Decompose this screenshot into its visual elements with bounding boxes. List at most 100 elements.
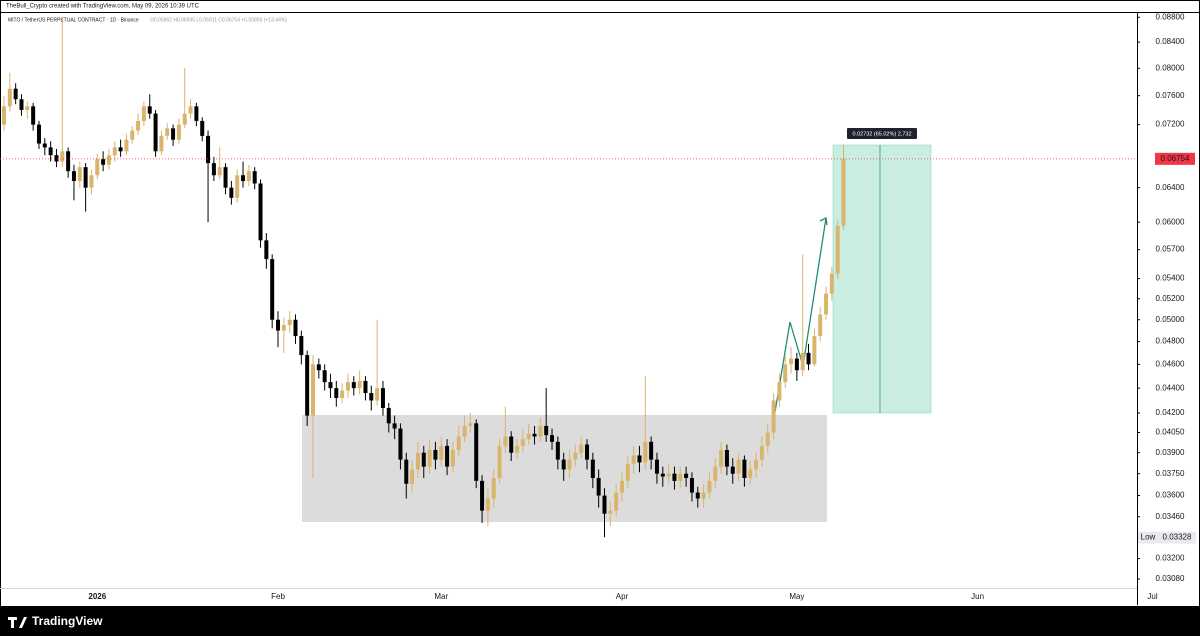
candle-body xyxy=(392,423,397,429)
candle-body xyxy=(19,99,24,110)
brand-logo xyxy=(8,617,27,628)
candle-body xyxy=(89,175,94,188)
low-value-label: 0.03328 xyxy=(1163,533,1192,542)
candle-body xyxy=(421,452,426,467)
y-tick-label: 0.03200 xyxy=(1156,554,1185,563)
brand: TradingView xyxy=(32,614,103,628)
candle-body xyxy=(345,382,350,391)
candle-body xyxy=(171,128,176,140)
candle-body xyxy=(526,433,531,440)
candle-body xyxy=(585,444,589,460)
candle-body xyxy=(707,480,712,493)
candle-body xyxy=(445,445,450,467)
candle-body xyxy=(165,128,170,136)
candle-body xyxy=(351,382,356,389)
candle-body xyxy=(112,147,117,156)
candle-body xyxy=(13,88,18,100)
candle-body xyxy=(719,449,724,467)
candle-body xyxy=(95,159,100,176)
candle-body xyxy=(357,380,362,389)
candle-body xyxy=(54,155,59,162)
candle-body xyxy=(742,459,747,478)
symbol: MITO / TetherUS PERPETUAL CONTRACT · 1D … xyxy=(8,17,139,23)
candle-body xyxy=(450,449,455,467)
candle-body xyxy=(71,171,76,182)
candle-body xyxy=(182,113,187,125)
candle-body xyxy=(77,167,82,182)
candle-body xyxy=(602,495,607,514)
candle-body xyxy=(748,469,753,478)
y-tick-label: 0.05200 xyxy=(1156,294,1185,303)
candle-body xyxy=(777,382,782,401)
x-tick-label: Feb xyxy=(271,592,285,601)
candle-body xyxy=(130,130,135,140)
y-tick-label: 0.03750 xyxy=(1156,469,1185,478)
candle-body xyxy=(398,428,403,460)
candle-body xyxy=(124,139,129,152)
low-text: Low xyxy=(1141,533,1156,542)
candle-body xyxy=(229,187,234,198)
y-tick-label: 0.07600 xyxy=(1156,91,1185,100)
candle-body xyxy=(410,469,415,484)
candle-body xyxy=(101,159,106,165)
candle-body xyxy=(439,445,444,460)
candle-body xyxy=(567,459,572,470)
candle-body xyxy=(322,370,327,383)
y-tick-label: 0.05400 xyxy=(1156,274,1185,283)
low-box xyxy=(1138,531,1158,544)
candle-body xyxy=(106,155,111,165)
y-tick-label: 0.04200 xyxy=(1156,408,1185,417)
y-tick-label: 0.04400 xyxy=(1156,383,1185,392)
candle-body xyxy=(754,459,759,470)
candle-body xyxy=(258,183,263,241)
candle-body xyxy=(194,106,199,121)
y-tick-label: 0.04050 xyxy=(1156,428,1185,437)
footer-bar xyxy=(0,606,1200,636)
candle-body xyxy=(497,445,502,478)
x-tick-label: 2026 xyxy=(88,592,106,601)
candle-body xyxy=(66,151,71,172)
candle-body xyxy=(666,473,671,477)
candle-body xyxy=(619,480,624,493)
candle-body xyxy=(159,135,164,152)
candle-body xyxy=(246,171,251,182)
candle-body xyxy=(783,364,788,383)
candle-body xyxy=(176,124,181,140)
measure-label-box xyxy=(847,128,917,139)
candle-body xyxy=(7,88,12,107)
candle-body xyxy=(824,293,829,315)
candle-body xyxy=(608,510,613,514)
candle-body xyxy=(829,273,834,294)
y-tick-label: 0.05000 xyxy=(1156,315,1185,324)
candle-body xyxy=(276,319,281,331)
candle-body xyxy=(2,106,6,125)
candle-body xyxy=(287,319,292,326)
candle-body xyxy=(579,444,584,453)
candle-body xyxy=(800,352,805,371)
y-tick-label: 0.07200 xyxy=(1156,120,1185,129)
candle-body xyxy=(83,167,88,188)
credit: TheBull_Crypto created with TradingView.… xyxy=(6,4,200,10)
candle-body xyxy=(340,390,345,398)
candle-body xyxy=(503,436,508,446)
x-tick-label: Apr xyxy=(616,592,629,601)
last-price-box xyxy=(1155,152,1195,165)
candle-body xyxy=(206,135,211,164)
last-price-label: 0.06754 xyxy=(1161,154,1190,163)
candle-body xyxy=(380,388,385,408)
candle-body xyxy=(596,477,601,496)
candle-body xyxy=(794,358,799,371)
candle-body xyxy=(678,473,683,481)
candle-body xyxy=(765,432,770,446)
measure-label: 0.02732 (65.02%) 2,732 xyxy=(852,131,911,137)
candle-body xyxy=(147,106,152,114)
candle-body xyxy=(375,388,380,401)
x-tick-label: May xyxy=(789,592,804,601)
candle-body xyxy=(264,240,269,260)
candle-body xyxy=(42,143,47,148)
candle-body xyxy=(316,364,321,371)
candle-body xyxy=(544,425,549,436)
candle-body xyxy=(818,314,823,337)
candle-body xyxy=(550,435,555,442)
